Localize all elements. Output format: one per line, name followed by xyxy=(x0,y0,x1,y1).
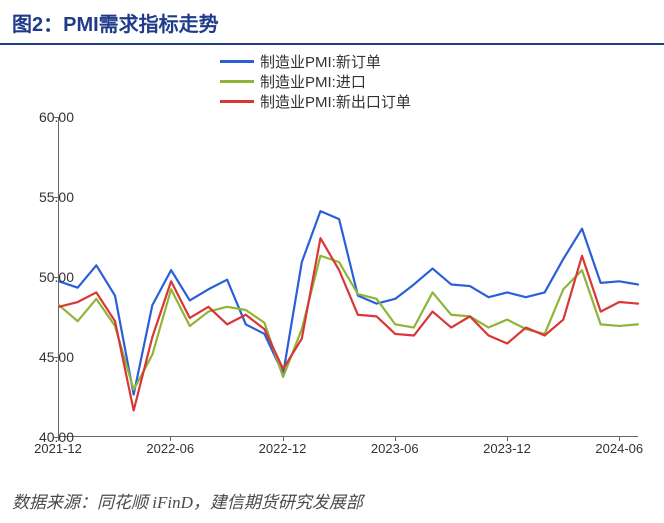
series-line xyxy=(59,256,638,390)
x-tick-mark xyxy=(58,437,59,441)
x-tick-label: 2022-12 xyxy=(259,441,307,456)
x-tick-mark xyxy=(395,437,396,441)
chart-title: 图2：PMI需求指标走势 xyxy=(12,14,219,36)
x-tick-mark xyxy=(283,437,284,441)
plot-area xyxy=(58,117,638,437)
y-tick-label: 50.00 xyxy=(28,269,74,285)
legend-item: 制造业PMI:进口 xyxy=(220,71,411,91)
y-tick-label: 55.00 xyxy=(28,189,74,205)
x-tick-label: 2023-12 xyxy=(483,441,531,456)
chart-container: 制造业PMI:新订单制造业PMI:进口制造业PMI:新出口订单 40.0045.… xyxy=(0,45,664,475)
line-svg xyxy=(59,117,638,436)
x-tick-label: 2023-06 xyxy=(371,441,419,456)
legend-label: 制造业PMI:新订单 xyxy=(260,51,381,72)
series-line xyxy=(59,238,638,410)
chart-title-bar: 图2：PMI需求指标走势 xyxy=(0,0,664,45)
y-tick-mark xyxy=(54,117,58,118)
y-tick-label: 45.00 xyxy=(28,349,74,365)
y-tick-mark xyxy=(54,197,58,198)
y-tick-mark xyxy=(54,277,58,278)
x-tick-label: 2021-12 xyxy=(34,441,82,456)
legend-swatch xyxy=(220,100,254,103)
legend-label: 制造业PMI:新出口订单 xyxy=(260,91,411,112)
x-tick-label: 2022-06 xyxy=(146,441,194,456)
source-text: 数据来源：同花顺 iFinD，建信期货研究发展部 xyxy=(12,488,363,513)
x-tick-mark xyxy=(619,437,620,441)
legend-item: 制造业PMI:新出口订单 xyxy=(220,91,411,111)
legend: 制造业PMI:新订单制造业PMI:进口制造业PMI:新出口订单 xyxy=(220,51,411,111)
legend-swatch xyxy=(220,60,254,63)
legend-swatch xyxy=(220,80,254,83)
x-tick-label: 2024-06 xyxy=(595,441,643,456)
y-tick-label: 60.00 xyxy=(28,109,74,125)
legend-label: 制造业PMI:进口 xyxy=(260,71,366,92)
x-tick-mark xyxy=(507,437,508,441)
y-tick-mark xyxy=(54,357,58,358)
legend-item: 制造业PMI:新订单 xyxy=(220,51,411,71)
x-tick-mark xyxy=(170,437,171,441)
